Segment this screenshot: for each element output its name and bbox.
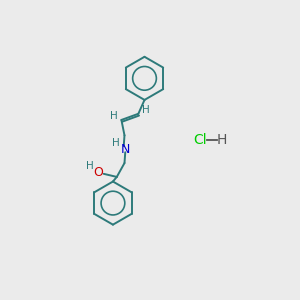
Text: H: H [86,161,94,171]
Text: Cl: Cl [193,133,207,147]
Text: H: H [217,133,227,147]
Text: H: H [110,111,118,121]
Text: O: O [93,166,103,179]
Text: H: H [112,138,120,148]
Text: N: N [121,143,130,156]
Text: H: H [142,105,150,115]
